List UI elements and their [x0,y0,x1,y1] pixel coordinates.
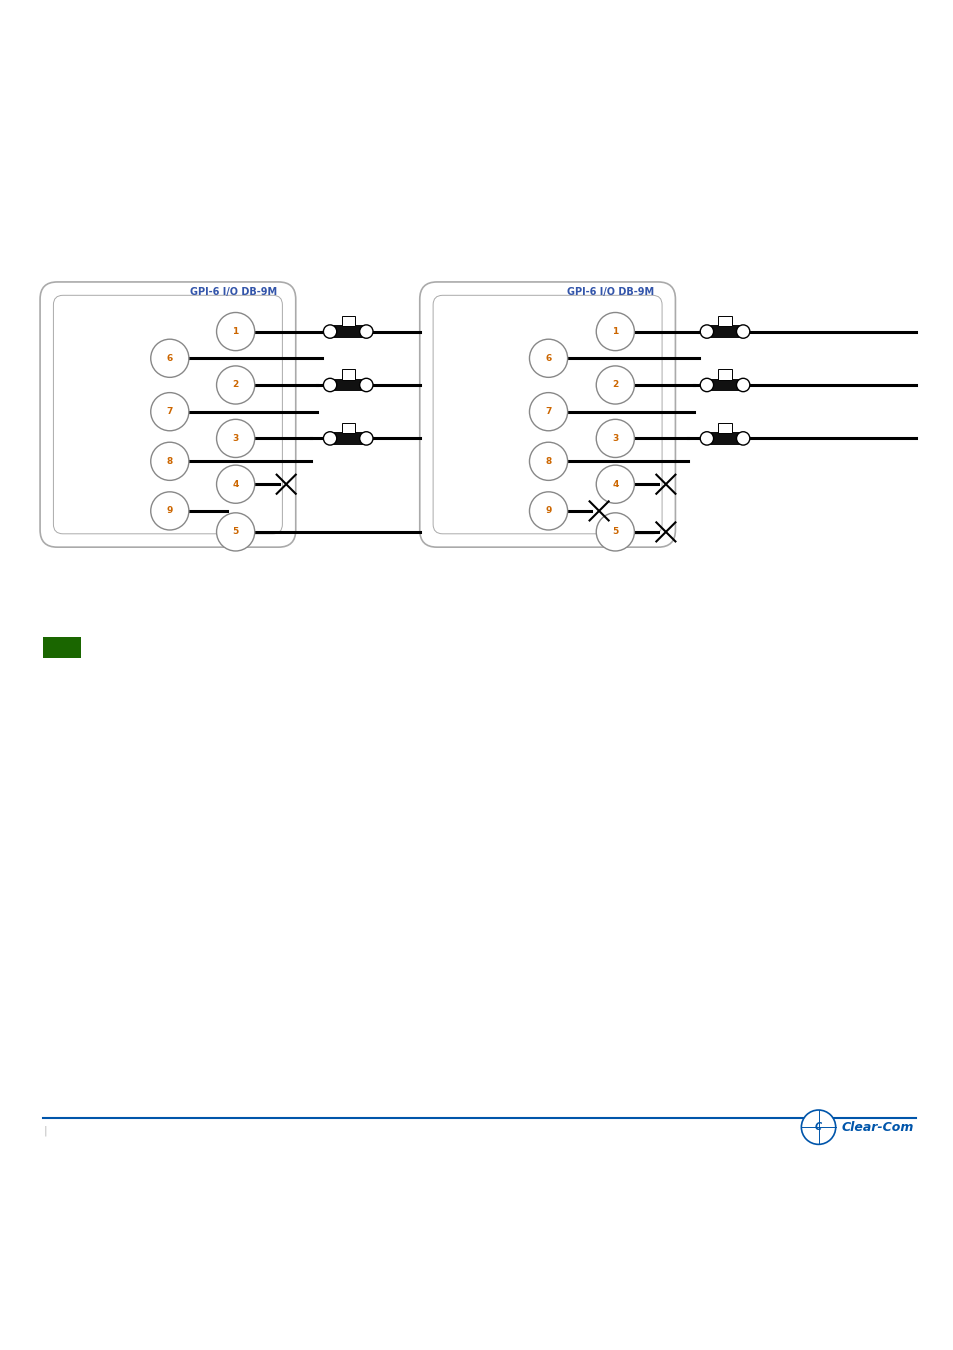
Text: 6: 6 [167,354,172,363]
Circle shape [359,378,373,392]
Text: 9: 9 [167,506,172,516]
Text: 8: 8 [545,456,551,466]
Circle shape [216,366,254,404]
Text: 9: 9 [545,506,551,516]
Circle shape [596,513,634,551]
Text: 2: 2 [233,381,238,390]
Circle shape [151,339,189,378]
Bar [718,370,731,379]
Circle shape [700,325,713,339]
Text: 1: 1 [612,327,618,336]
Text: 8: 8 [167,456,172,466]
Circle shape [801,1110,835,1145]
Circle shape [736,378,749,392]
Circle shape [529,491,567,531]
Circle shape [529,393,567,431]
Circle shape [151,443,189,481]
Circle shape [216,513,254,551]
Bar [706,379,742,391]
Text: C: C [814,1122,821,1133]
Text: 5: 5 [612,528,618,536]
FancyBboxPatch shape [419,282,675,547]
Text: |: | [44,1126,48,1135]
Bar [718,423,731,433]
Text: 4: 4 [233,479,238,489]
Text: GPI-6 I/O DB-9M: GPI-6 I/O DB-9M [190,288,277,297]
Circle shape [151,393,189,431]
Text: GPI-6 I/O DB-9M: GPI-6 I/O DB-9M [566,288,654,297]
Circle shape [216,312,254,351]
Bar [341,370,355,379]
Text: 5: 5 [233,528,238,536]
Circle shape [700,378,713,392]
Circle shape [323,432,336,446]
Bar [341,316,355,327]
Bar [706,325,742,338]
Circle shape [596,420,634,458]
Circle shape [736,432,749,446]
Bar [43,637,81,657]
Text: 2: 2 [612,381,618,390]
Circle shape [700,432,713,446]
Circle shape [529,443,567,481]
Bar [718,316,731,327]
Circle shape [323,378,336,392]
Text: 4: 4 [612,479,618,489]
Circle shape [596,466,634,504]
Text: 3: 3 [612,433,618,443]
Circle shape [216,466,254,504]
Circle shape [596,366,634,404]
Text: 1: 1 [233,327,238,336]
Bar [330,432,366,444]
Text: 7: 7 [545,408,551,416]
Bar [706,432,742,444]
Circle shape [323,325,336,339]
Text: Clear-Com: Clear-Com [841,1120,913,1134]
Bar [330,325,366,338]
Circle shape [216,420,254,458]
Circle shape [359,325,373,339]
Circle shape [596,312,634,351]
Circle shape [736,325,749,339]
Text: 6: 6 [545,354,551,363]
Circle shape [529,339,567,378]
Circle shape [151,491,189,531]
Bar [330,379,366,391]
Text: 3: 3 [233,433,238,443]
Circle shape [359,432,373,446]
Text: 7: 7 [167,408,172,416]
FancyBboxPatch shape [40,282,295,547]
Bar [341,423,355,433]
